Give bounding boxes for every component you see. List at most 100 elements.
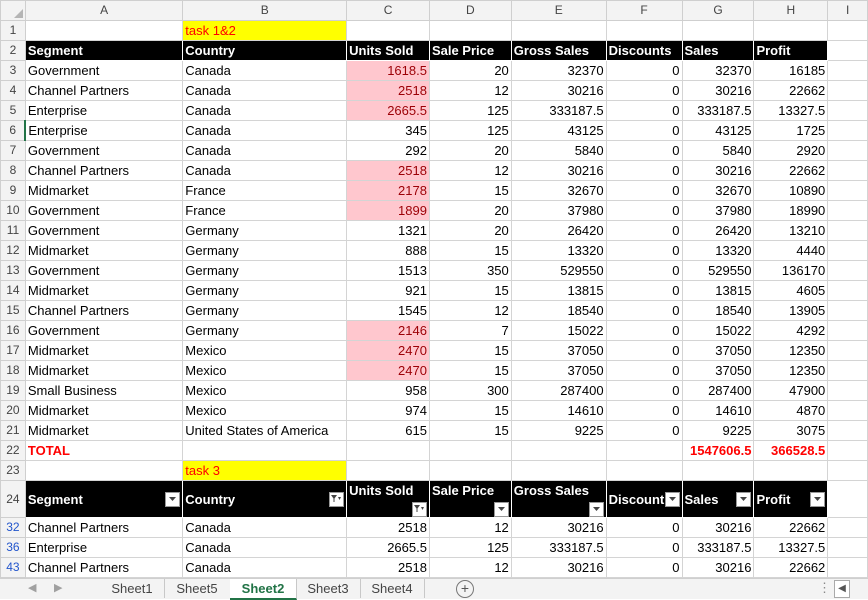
filter-dropdown-icon[interactable] — [493, 502, 509, 517]
sale-price-cell[interactable]: 125 — [428, 537, 512, 558]
discounts-cell[interactable]: 0 — [605, 557, 683, 578]
gross-sales-cell[interactable]: 333187.5 — [510, 537, 607, 558]
row-header[interactable]: 11 — [0, 220, 26, 241]
filter-dropdown-icon[interactable] — [810, 491, 826, 507]
scroll-tabs-left-icon[interactable]: ◀ — [28, 582, 37, 594]
profit-cell[interactable]: 4440 — [753, 240, 829, 261]
sale-price-cell[interactable]: 350 — [428, 260, 512, 281]
sale-price-cell[interactable]: 15 — [428, 340, 512, 361]
profit-cell[interactable]: 22662 — [753, 160, 829, 181]
row-header[interactable]: 20 — [0, 400, 26, 421]
row-header[interactable]: 17 — [0, 340, 26, 361]
country-cell[interactable]: Canada — [182, 60, 348, 81]
cell[interactable] — [510, 440, 607, 461]
profit-cell[interactable]: 136170 — [753, 260, 829, 281]
discounts-cell[interactable]: 0 — [605, 260, 683, 281]
country-cell[interactable]: Germany — [182, 220, 348, 241]
discounts-cell[interactable]: 0 — [605, 537, 683, 558]
gross-sales-cell[interactable]: 32370 — [510, 60, 607, 81]
sale-price-cell[interactable]: 20 — [428, 200, 512, 221]
filter-column-title-price[interactable]: Sale Price — [428, 480, 512, 518]
discounts-cell[interactable]: 0 — [605, 80, 683, 101]
gross-sales-cell[interactable]: 15022 — [510, 320, 607, 341]
profit-cell[interactable]: 12350 — [753, 340, 829, 361]
units-sold-cell[interactable]: 1899 — [346, 200, 430, 221]
units-sold-cell[interactable]: 2665.5 — [346, 100, 430, 121]
sales-cell[interactable]: 5840 — [681, 140, 755, 161]
row-header[interactable]: 7 — [0, 140, 26, 161]
cell[interactable] — [827, 557, 868, 578]
gross-sales-cell[interactable]: 30216 — [510, 517, 607, 538]
gross-sales-cell[interactable]: 30216 — [510, 160, 607, 181]
units-sold-cell[interactable]: 1618.5 — [346, 60, 430, 81]
filter-dropdown-icon[interactable] — [664, 491, 680, 507]
cell[interactable] — [827, 220, 868, 241]
cell[interactable] — [605, 440, 683, 461]
country-cell[interactable]: Germany — [182, 260, 348, 281]
segment-cell[interactable]: Enterprise — [24, 100, 184, 121]
sales-cell[interactable]: 13815 — [681, 280, 755, 301]
cell[interactable] — [827, 300, 868, 321]
filter-column-title-sales[interactable]: Sales — [681, 480, 755, 518]
row-header[interactable]: 9 — [0, 180, 26, 201]
profit-cell[interactable]: 13905 — [753, 300, 829, 321]
row-header[interactable]: 10 — [0, 200, 26, 221]
row-header[interactable]: 18 — [0, 360, 26, 381]
row-header[interactable]: 13 — [0, 260, 26, 281]
sheet-tab-sheet4[interactable]: Sheet4 — [360, 579, 425, 598]
total-sales-cell[interactable]: 1547606.5 — [681, 440, 755, 461]
sales-cell[interactable]: 529550 — [681, 260, 755, 281]
gross-sales-cell[interactable]: 333187.5 — [510, 100, 607, 121]
cell[interactable] — [827, 460, 868, 481]
sale-price-cell[interactable]: 15 — [428, 420, 512, 441]
task3-label-cell[interactable]: task 3 — [182, 460, 348, 481]
sale-price-cell[interactable]: 125 — [428, 100, 512, 121]
profit-cell[interactable]: 22662 — [753, 557, 829, 578]
sales-cell[interactable]: 9225 — [681, 420, 755, 441]
country-cell[interactable]: Mexico — [182, 400, 348, 421]
sales-cell[interactable]: 26420 — [681, 220, 755, 241]
column-header-i[interactable]: I — [827, 0, 868, 21]
profit-cell[interactable]: 4605 — [753, 280, 829, 301]
row-header[interactable]: 16 — [0, 320, 26, 341]
units-sold-cell[interactable]: 2470 — [346, 360, 430, 381]
add-sheet-icon[interactable]: + — [456, 580, 474, 598]
cell[interactable] — [827, 200, 868, 221]
units-sold-cell[interactable]: 2178 — [346, 180, 430, 201]
row-header[interactable]: 36 — [0, 537, 26, 558]
country-cell[interactable]: Germany — [182, 280, 348, 301]
segment-cell[interactable]: Enterprise — [24, 537, 184, 558]
sales-cell[interactable]: 37980 — [681, 200, 755, 221]
filter-dropdown-icon[interactable] — [165, 491, 181, 507]
sales-cell[interactable]: 333187.5 — [681, 537, 755, 558]
row-header[interactable]: 4 — [0, 80, 26, 101]
segment-cell[interactable]: Midmarket — [24, 420, 184, 441]
discounts-cell[interactable]: 0 — [605, 220, 683, 241]
sale-price-cell[interactable]: 12 — [428, 517, 512, 538]
gross-sales-cell[interactable]: 9225 — [510, 420, 607, 441]
cell-a1[interactable] — [24, 20, 184, 41]
segment-cell[interactable]: Midmarket — [24, 280, 184, 301]
sales-cell[interactable]: 333187.5 — [681, 100, 755, 121]
filter-column-title-units[interactable]: Units Sold — [346, 480, 430, 518]
row-header[interactable]: 8 — [0, 160, 26, 181]
scroll-tabs-right-icon[interactable]: ▶ — [54, 582, 63, 594]
profit-cell[interactable]: 3075 — [753, 420, 829, 441]
sales-cell[interactable]: 32670 — [681, 180, 755, 201]
country-cell[interactable]: Mexico — [182, 380, 348, 401]
country-cell[interactable]: Canada — [182, 557, 348, 578]
segment-cell[interactable]: Channel Partners — [24, 160, 184, 181]
country-cell[interactable]: Germany — [182, 240, 348, 261]
sheet-tab-sheet2[interactable]: Sheet2 — [230, 579, 297, 600]
discounts-cell[interactable]: 0 — [605, 180, 683, 201]
discounts-cell[interactable]: 0 — [605, 400, 683, 421]
column-header-a[interactable]: A — [24, 0, 184, 21]
cell[interactable] — [510, 460, 607, 481]
units-sold-cell[interactable]: 1513 — [346, 260, 430, 281]
row-header[interactable]: 2 — [0, 40, 26, 61]
gross-sales-cell[interactable]: 37050 — [510, 360, 607, 381]
sale-price-cell[interactable]: 12 — [428, 557, 512, 578]
column-title-units[interactable]: Units Sold — [346, 40, 430, 61]
segment-cell[interactable]: Channel Partners — [24, 517, 184, 538]
